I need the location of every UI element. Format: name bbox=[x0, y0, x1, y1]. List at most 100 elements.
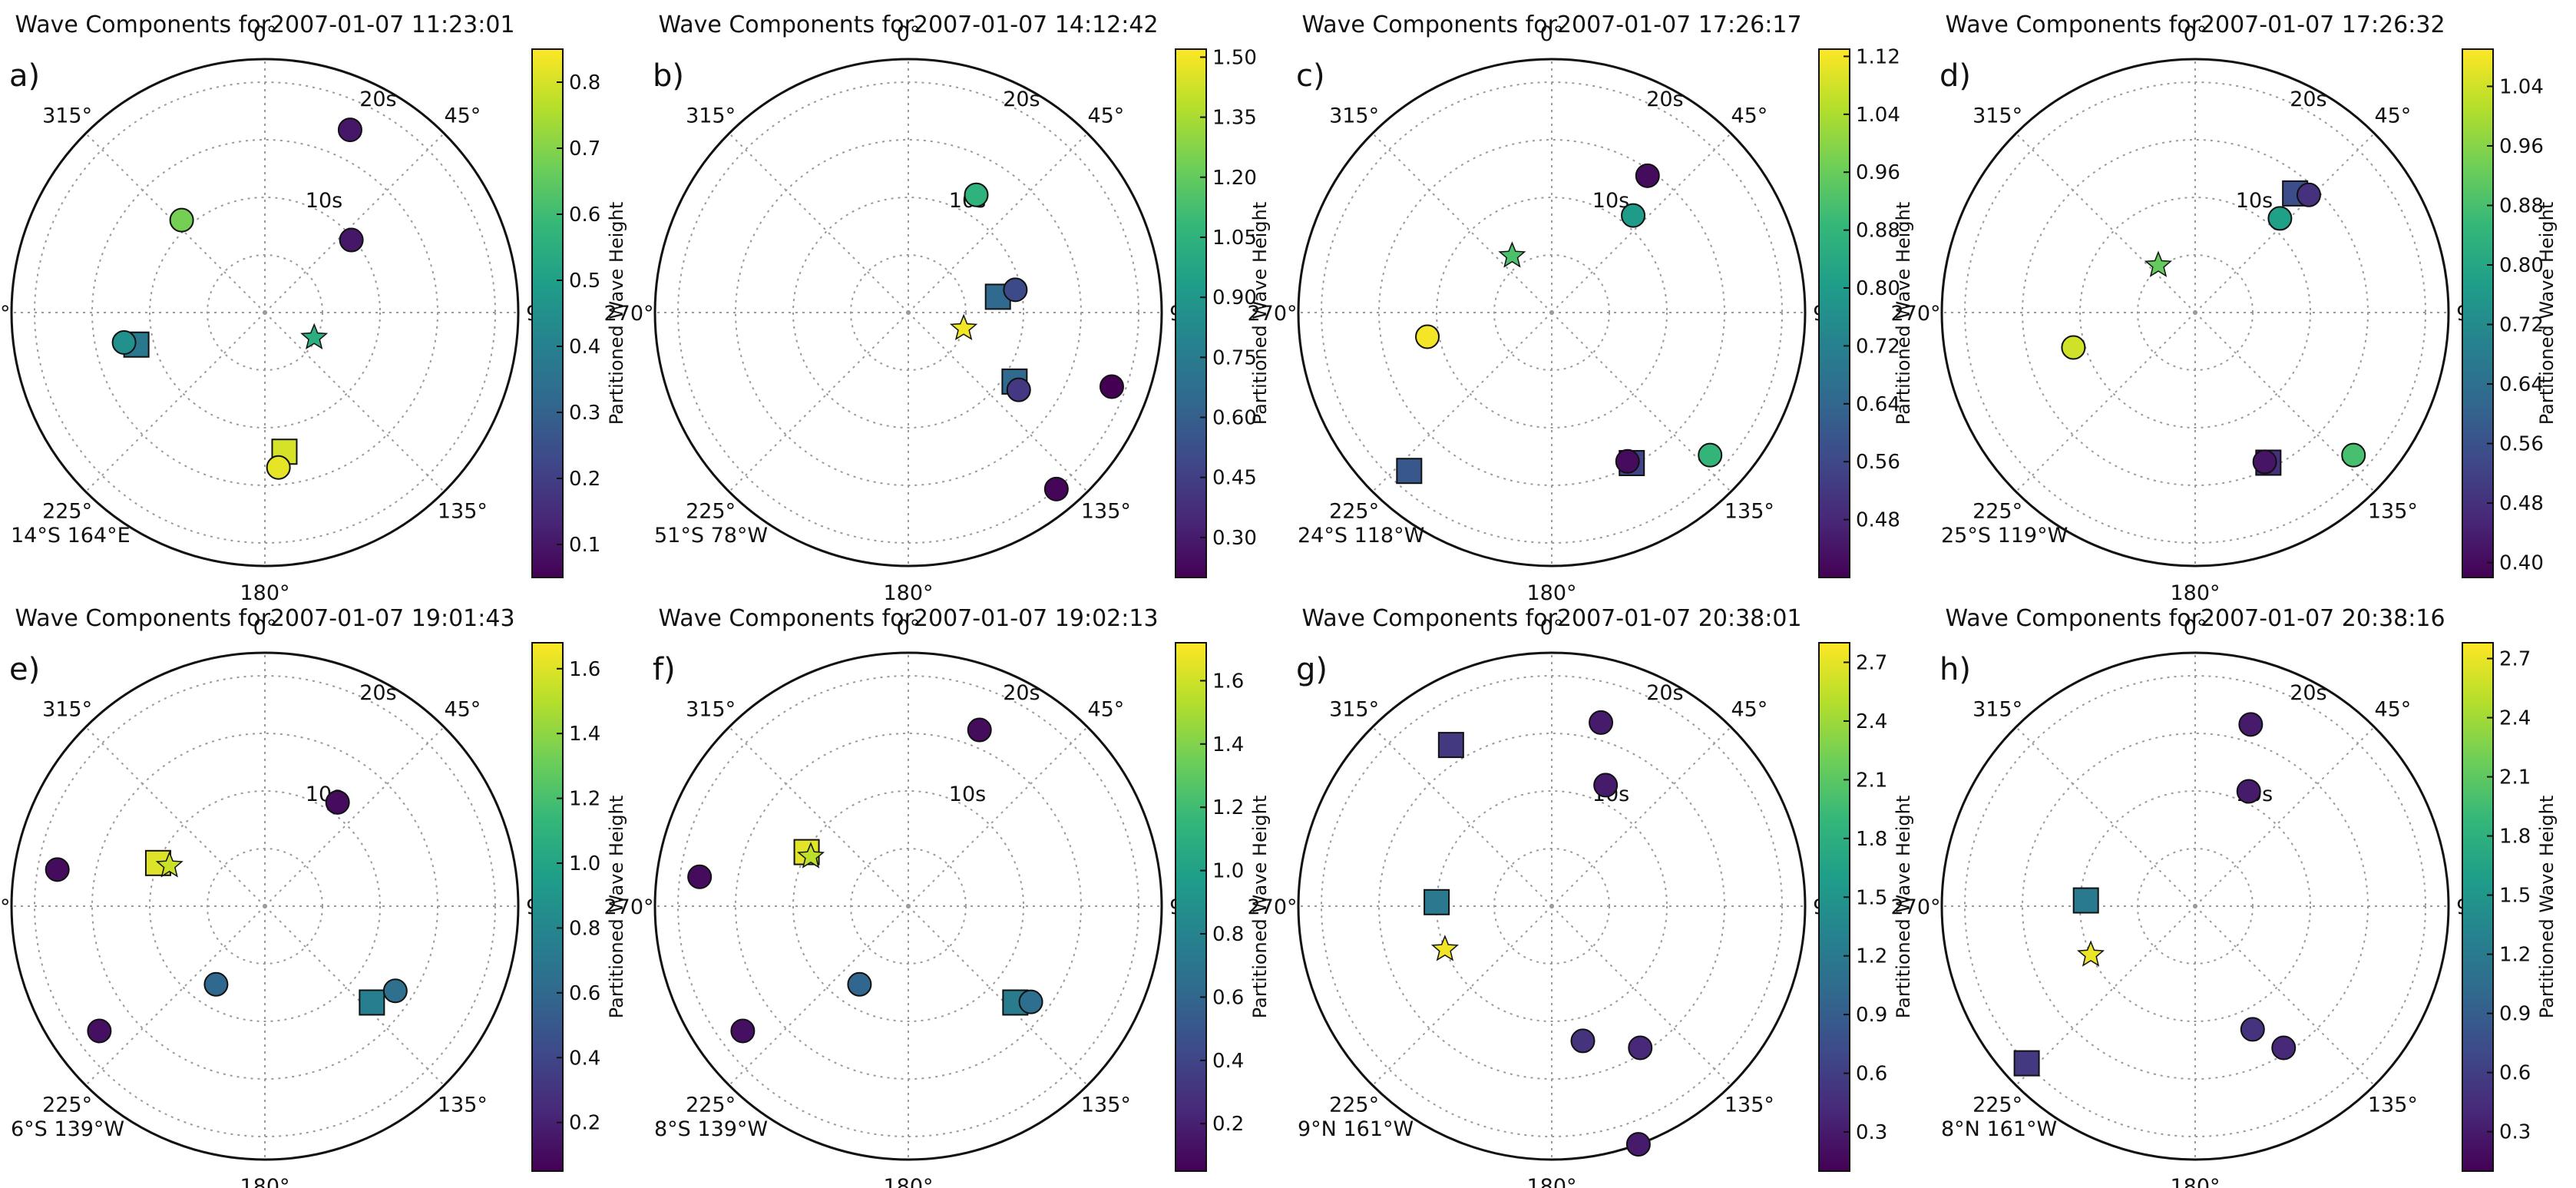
grid-spoke bbox=[728, 726, 909, 907]
angle-label: 225° bbox=[1973, 1093, 2022, 1117]
angle-label: 0° bbox=[897, 616, 921, 640]
location-label: 6°S 139°W bbox=[11, 1117, 124, 1141]
colorbar-tick-label: 0.6 bbox=[569, 204, 600, 227]
grid-circle bbox=[2079, 790, 2311, 1022]
grid-spoke bbox=[908, 132, 1089, 313]
polar-chart: Wave Components for2007-01-07 17:26:170°… bbox=[1247, 12, 1914, 605]
angle-label: 180° bbox=[240, 581, 289, 605]
grid-spoke bbox=[2015, 905, 2196, 1087]
grid-spoke bbox=[1371, 905, 1553, 1087]
angle-label: 225° bbox=[686, 499, 736, 523]
angle-label: 180° bbox=[2170, 581, 2220, 605]
colorbar-label: Partitioned Wave Height bbox=[1893, 202, 1914, 425]
colorbar-tick-label: 1.35 bbox=[1212, 107, 1257, 130]
colorbar-tick-label: 1.04 bbox=[1856, 104, 1900, 127]
grid-spoke bbox=[264, 312, 445, 493]
colorbar-tick-label: 0.64 bbox=[2499, 373, 2544, 396]
colorbar-tick-label: 0.75 bbox=[1212, 346, 1257, 369]
colorbar-tick-label: 0.90 bbox=[1212, 286, 1257, 309]
colorbar-tick-label: 0.96 bbox=[1856, 161, 1900, 184]
grid-spoke bbox=[1551, 312, 1732, 493]
angle-label: 0° bbox=[253, 616, 277, 640]
colorbar-tick-label: 0.48 bbox=[1856, 509, 1900, 532]
polar-panel-a: Wave Components for2007-01-07 11:23:01 0°… bbox=[0, 0, 643, 605]
radius-label: 10s bbox=[306, 189, 342, 213]
wave-point-circle bbox=[382, 978, 408, 1004]
panel-label: d) bbox=[1939, 58, 1971, 94]
colorbar-tick-label: 0.56 bbox=[1856, 451, 1900, 474]
wave-point-circle bbox=[169, 207, 194, 233]
angle-label: 0° bbox=[2184, 22, 2207, 46]
colorbar-tick-label: 0.2 bbox=[569, 1112, 600, 1135]
colorbar-tick-label: 1.2 bbox=[569, 788, 600, 811]
grid-circle bbox=[1436, 197, 1668, 429]
wave-point-square bbox=[1424, 889, 1450, 915]
chart-title: Wave Components for2007-01-07 11:23:01 bbox=[15, 12, 514, 38]
colorbar-tick-label: 0.96 bbox=[2499, 135, 2544, 158]
panel-label: c) bbox=[1296, 58, 1325, 94]
location-label: 8°S 139°W bbox=[654, 1117, 768, 1141]
wave-point-star bbox=[300, 323, 329, 350]
chart-title: Wave Components for2007-01-07 19:02:13 bbox=[658, 605, 1158, 632]
colorbar-tick-label: 0.4 bbox=[569, 336, 600, 359]
angle-label: 180° bbox=[240, 1175, 289, 1188]
grid-spoke bbox=[264, 726, 445, 907]
colorbar-tick-label: 0.80 bbox=[1856, 277, 1900, 300]
polar-panel-h: Wave Components for2007-01-07 20:38:16 0°… bbox=[1890, 594, 2574, 1188]
wave-point-circle bbox=[45, 857, 70, 882]
colorbar-tick-label: 1.5 bbox=[2499, 885, 2531, 908]
grid-spoke bbox=[84, 312, 266, 493]
angle-label: 315° bbox=[1329, 104, 1379, 128]
angle-label: 180° bbox=[1526, 1175, 1576, 1188]
chart-title: Wave Components for2007-01-07 17:26:32 bbox=[1945, 12, 2445, 38]
colorbar-tick-label: 0.80 bbox=[2499, 254, 2544, 277]
grid-spoke bbox=[264, 132, 445, 313]
wave-point-star bbox=[1430, 935, 1460, 961]
location-label: 51°S 78°W bbox=[654, 524, 768, 548]
colorbar-label: Partitioned Wave Height bbox=[606, 796, 627, 1018]
wave-point-circle bbox=[1635, 163, 1660, 188]
chart-title: Wave Components for2007-01-07 14:12:42 bbox=[658, 12, 1158, 38]
wave-point-circle bbox=[1006, 377, 1031, 402]
colorbar-tick-label: 1.2 bbox=[2499, 944, 2531, 967]
colorbar-label: Partitioned Wave Height bbox=[1249, 796, 1271, 1018]
wave-point-circle bbox=[2238, 712, 2264, 737]
location-label: 24°S 118°W bbox=[1298, 524, 1424, 548]
colorbar-tick-label: 0.2 bbox=[569, 468, 600, 491]
chart-title: Wave Components for2007-01-07 19:01:43 bbox=[15, 605, 514, 632]
colorbar-label: Partitioned Wave Height bbox=[1249, 202, 1271, 425]
polar-panel-g: Wave Components for2007-01-07 20:38:01 0°… bbox=[1247, 594, 1930, 1188]
polar-panel-b: Wave Components for2007-01-07 14:12:42 0°… bbox=[603, 0, 1287, 605]
panel-label: a) bbox=[9, 58, 40, 94]
colorbar-tick-label: 1.6 bbox=[569, 658, 600, 681]
location-label: 25°S 119°W bbox=[1941, 524, 2068, 548]
wave-point-circle bbox=[2252, 449, 2277, 475]
wave-point-circle bbox=[967, 717, 992, 743]
angle-label: 315° bbox=[42, 698, 92, 722]
polar-frame bbox=[1297, 651, 1807, 1161]
angle-label: 45° bbox=[2374, 698, 2411, 722]
polar-chart: Wave Components for2007-01-07 14:12:420°… bbox=[603, 12, 1271, 605]
colorbar-tick-label: 1.05 bbox=[1212, 227, 1257, 250]
grid-circle bbox=[792, 197, 1024, 429]
grid-spoke bbox=[908, 905, 1089, 1087]
wave-point-square bbox=[1396, 458, 1423, 485]
angle-label: 45° bbox=[2374, 104, 2411, 128]
colorbar-tick-label: 2.7 bbox=[2499, 648, 2531, 671]
colorbar-tick-label: 0.6 bbox=[1856, 1063, 1887, 1086]
angle-label: 225° bbox=[1973, 499, 2022, 523]
colorbar bbox=[2462, 48, 2494, 578]
wave-point-circle bbox=[964, 182, 989, 207]
colorbar-tick-label: 1.4 bbox=[1212, 733, 1244, 756]
wave-point-circle bbox=[1698, 442, 1723, 468]
angle-label: 135° bbox=[438, 499, 488, 523]
angle-label: 45° bbox=[1087, 698, 1124, 722]
colorbar bbox=[531, 48, 564, 578]
colorbar-tick-label: 0.4 bbox=[569, 1047, 600, 1070]
grid-spoke bbox=[728, 312, 909, 493]
colorbar-tick-label: 2.4 bbox=[2499, 707, 2531, 730]
polar-frame bbox=[653, 58, 1163, 568]
wave-point-circle bbox=[1615, 448, 1640, 474]
polar-frame bbox=[1940, 58, 2450, 568]
grid-spoke bbox=[2015, 132, 2196, 313]
